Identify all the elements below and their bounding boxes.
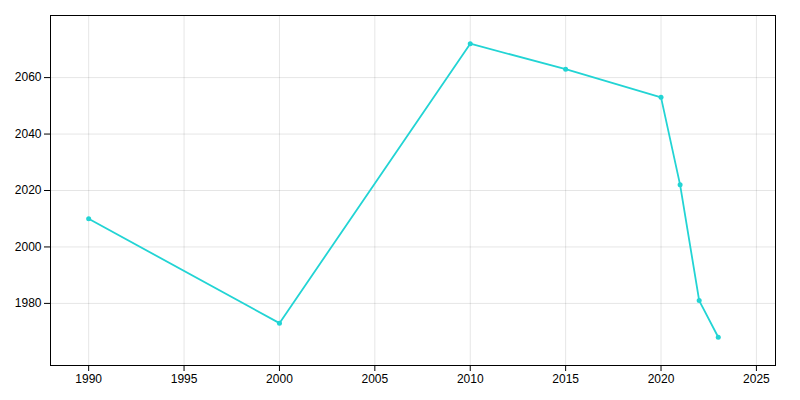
svg-text:1980: 1980 (15, 296, 42, 310)
svg-text:1990: 1990 (75, 372, 102, 386)
svg-text:1995: 1995 (171, 372, 198, 386)
svg-text:2000: 2000 (15, 240, 42, 254)
svg-text:2010: 2010 (457, 372, 484, 386)
svg-text:2005: 2005 (361, 372, 388, 386)
svg-text:2015: 2015 (552, 372, 579, 386)
svg-text:2000: 2000 (266, 372, 293, 386)
svg-text:2020: 2020 (648, 372, 675, 386)
svg-text:2040: 2040 (15, 127, 42, 141)
svg-text:2025: 2025 (743, 372, 770, 386)
svg-text:2060: 2060 (15, 70, 42, 84)
svg-text:2020: 2020 (15, 183, 42, 197)
